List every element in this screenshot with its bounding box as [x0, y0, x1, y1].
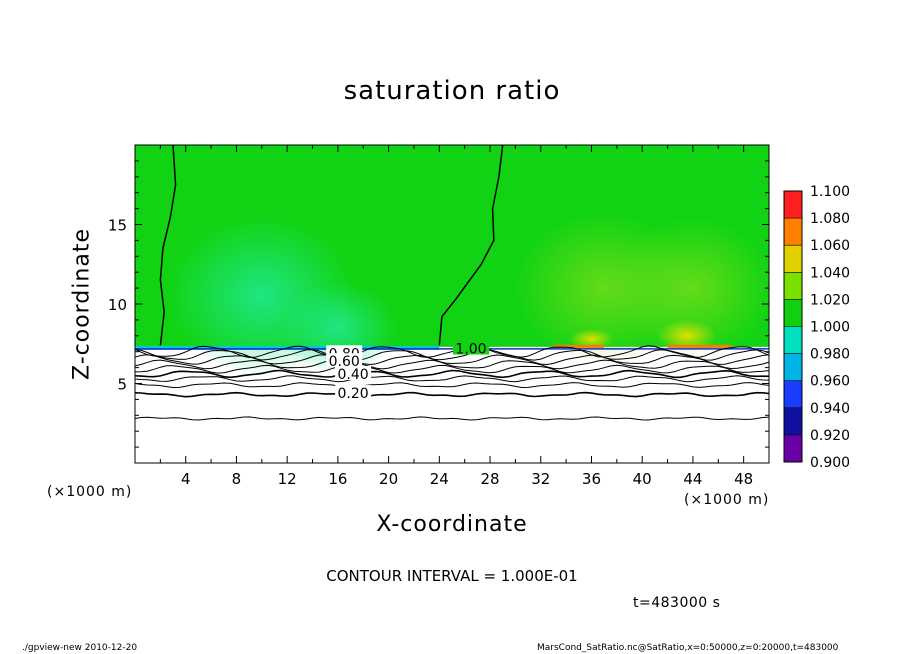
- field-boundary-hotspot: [667, 344, 731, 348]
- x-tick-label: 28: [480, 470, 499, 488]
- colorbar-segment: [784, 191, 802, 219]
- x-tick-label: 48: [734, 470, 753, 488]
- colorbar-label: 1.060: [810, 238, 850, 254]
- field-supersaturated-core: [569, 328, 614, 349]
- colorbar-label: 1.000: [810, 320, 850, 336]
- contour-line: [134, 369, 770, 379]
- colorbar-label: 0.980: [810, 347, 850, 363]
- contour-line: [134, 359, 770, 370]
- colorbar-segment: [784, 299, 802, 327]
- contour-label: 0.40: [338, 367, 369, 383]
- x-tick-label: 4: [181, 470, 191, 488]
- colorbar-label: 1.020: [810, 292, 850, 308]
- colorbar-segment: [784, 380, 802, 408]
- colorbar-label: 0.920: [810, 428, 850, 444]
- saturation-field: [135, 145, 773, 463]
- contour-label-bg: [326, 353, 363, 368]
- x-tick-label: 32: [531, 470, 550, 488]
- field-moist-plume: [277, 282, 398, 373]
- contour-line: [134, 375, 770, 383]
- contour-line: [134, 345, 770, 359]
- contour-line: [134, 382, 770, 389]
- colorbar-label: 0.900: [810, 455, 850, 471]
- contour-label-bg: [335, 385, 372, 400]
- x-axis-unit-right: (×1000 m): [684, 492, 770, 508]
- x-tick-label: 44: [683, 470, 702, 488]
- x-axis-label: X-coordinate: [376, 512, 528, 537]
- contour-interval-note: CONTOUR INTERVAL = 1.000E-01: [326, 567, 578, 585]
- contour-lines: 1.000.800.600.400.20: [134, 144, 770, 421]
- colorbar-segment: [784, 326, 802, 354]
- contour-line: [134, 354, 770, 366]
- x-tick-label: 24: [430, 470, 449, 488]
- colorbar-segment: [784, 245, 802, 273]
- field-supersaturated-core: [656, 319, 717, 352]
- y-axis-label: Z-coordinate: [69, 228, 95, 380]
- contour-line: [134, 416, 770, 421]
- contour-label: 0.20: [338, 386, 369, 402]
- contour-line-1-00: [438, 144, 504, 346]
- colorbar-segment: [784, 353, 802, 381]
- x-tick-label: 16: [328, 470, 347, 488]
- colorbar-label: 1.100: [810, 184, 850, 200]
- y-tick-label: 15: [108, 217, 127, 235]
- contour-line: [134, 349, 770, 361]
- y-tick-label: 5: [117, 376, 127, 394]
- contour-label: 1.00: [455, 342, 486, 358]
- contour-label-bg: [335, 365, 372, 380]
- colorbar-segment: [784, 218, 802, 246]
- x-tick-label: 12: [278, 470, 297, 488]
- footer-data-source: MarsCond_SatRatio.nc@SatRatio,x=0:50000,…: [537, 643, 839, 653]
- colorbar-segment: [784, 434, 802, 462]
- colorbar: 0.900 0.920 0.940 0.960 0.980 1.000 1.020 1.040…: [783, 184, 850, 471]
- contour-line: [134, 364, 770, 374]
- colorbar-label: 0.940: [810, 401, 850, 417]
- x-tick-label: 40: [633, 470, 652, 488]
- colorbar-label: 0.960: [810, 374, 850, 390]
- time-stamp: t=483000 s: [633, 595, 721, 611]
- contour-line-1-00: [159, 144, 177, 346]
- x-tick-label: 36: [582, 470, 601, 488]
- contour-label-bg: [453, 340, 490, 355]
- x-tick-label: 20: [379, 470, 398, 488]
- y-tick-label: 10: [108, 296, 127, 314]
- colorbar-segment: [784, 272, 802, 300]
- field-supersaturated-plume: [612, 218, 773, 359]
- x-axis-unit-left: (×1000 m): [47, 484, 133, 500]
- contour-line: [134, 391, 770, 398]
- colorbar-label: 1.080: [810, 211, 850, 227]
- chart-title: saturation ratio: [343, 76, 561, 106]
- colorbar-label: 1.040: [810, 265, 850, 281]
- colorbar-segment: [784, 407, 802, 435]
- field-boundary-hotspot: [553, 344, 605, 348]
- footer-program-info: ./gpview-new 2010-12-20: [22, 643, 138, 653]
- x-tick-label: 8: [232, 470, 242, 488]
